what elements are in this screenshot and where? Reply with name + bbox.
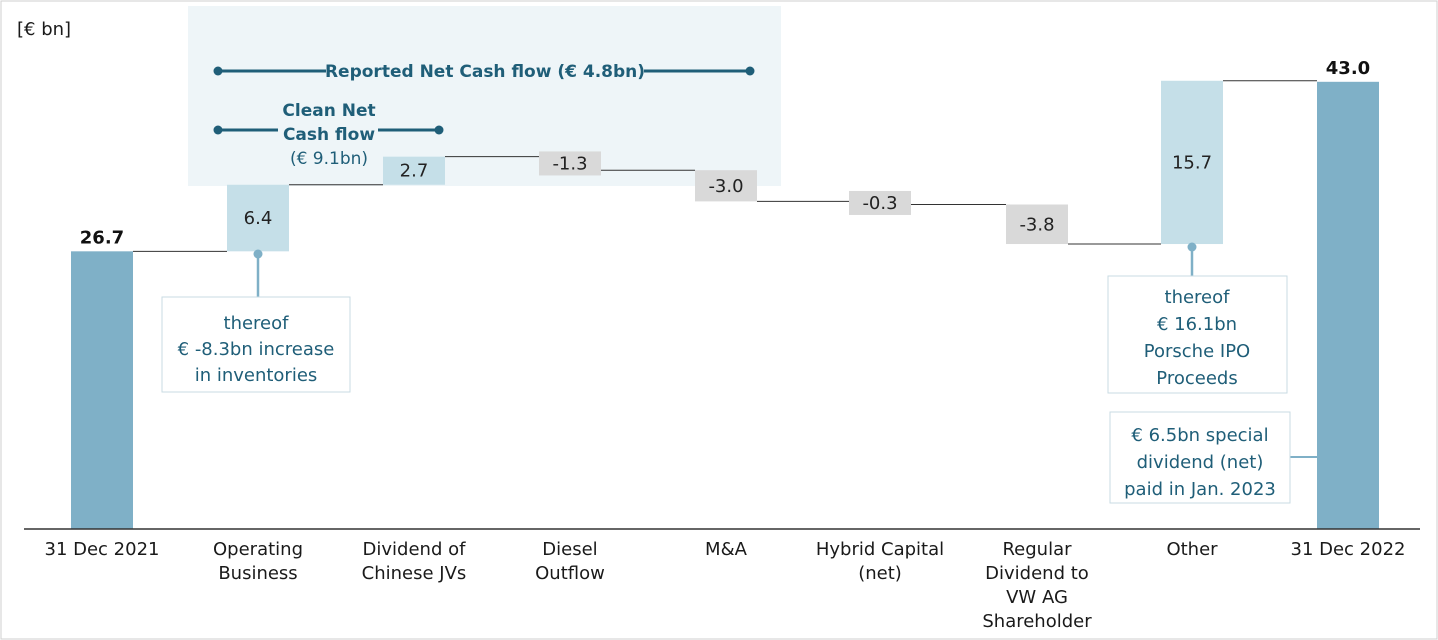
category-label-7: Other (1166, 539, 1218, 560)
category-label-line: M&A (705, 539, 748, 560)
value-label-6: -3.8 (1019, 214, 1054, 235)
category-label-1: Operating Business (213, 539, 303, 584)
bar-0 (71, 251, 133, 529)
category-label-line: Outflow (535, 563, 605, 584)
category-label-2: Dividend of Chinese JVs (362, 539, 467, 584)
value-label-8: 43.0 (1326, 58, 1370, 79)
reported-net-cash-flow-label: Reported Net Cash flow (€ 4.8bn) (325, 62, 645, 82)
annotation-anchor-dot (253, 249, 263, 259)
bracket-end-dot (745, 66, 755, 76)
bracket-label-bg (278, 98, 378, 170)
category-label-8: 31 Dec 2022 (1291, 539, 1406, 560)
category-label-6: Regular Dividend to VW AG Shareholder (982, 539, 1092, 632)
clean-net-cash-flow-value: (€ 9.1bn) (290, 149, 368, 169)
category-label-line: Shareholder (982, 611, 1092, 632)
bar-2 (383, 156, 445, 185)
annotation-box-1 (1107, 275, 1288, 394)
annotation-text-line: dividend (net) (1137, 452, 1264, 473)
bar-8 (1317, 81, 1379, 530)
clean-net-cash-flow-label-line: Clean Net (282, 101, 375, 121)
category-label-line: Dividend of (363, 539, 467, 560)
annotation-text-line: € 6.5bn special (1131, 425, 1268, 446)
value-label-7: 15.7 (1172, 152, 1212, 173)
value-label-3: -1.3 (552, 153, 587, 174)
bar-5 (849, 190, 911, 215)
annotation-box-2 (1109, 411, 1291, 504)
category-label-line: VW AG (1006, 587, 1068, 608)
annotation-text-line: € -8.3bn increase (178, 339, 335, 360)
clean-net-cash-flow-label: Clean Net Cash flow (282, 101, 375, 145)
category-label-line: 31 Dec 2022 (1291, 539, 1406, 560)
annotation-text-line: € 16.1bn (1157, 314, 1237, 335)
category-label-0: 31 Dec 2021 (45, 539, 160, 560)
bracket-end-dot (213, 125, 223, 135)
value-label-4: -3.0 (708, 176, 743, 197)
category-label-line: Operating (213, 539, 303, 560)
net-cash-flow-highlight-band (188, 6, 781, 186)
annotation-anchor-dot (1187, 242, 1197, 252)
value-label-5: -0.3 (862, 193, 897, 214)
annotation-box-0 (161, 296, 351, 393)
category-label-4: M&A (705, 539, 748, 560)
annotation-text-line: thereof (224, 313, 290, 334)
category-label-line: Hybrid Capital (816, 539, 944, 560)
category-label-3: Diesel Outflow (535, 539, 605, 584)
category-label-line: Dividend to (985, 563, 1089, 584)
category-label-line: Other (1166, 539, 1218, 560)
category-label-line: Chinese JVs (362, 563, 467, 584)
bar-6 (1006, 204, 1068, 245)
annotation-text-2: € 6.5bn special dividend (net) paid in Jan… (1124, 425, 1276, 500)
bracket-label-bg (326, 58, 644, 84)
annotation-text-line: Porsche IPO (1144, 341, 1250, 362)
category-label-line: Diesel (542, 539, 597, 560)
annotation-text-line: Proceeds (1156, 368, 1237, 389)
category-label-line: Business (218, 563, 297, 584)
annotation-text-line: thereof (1165, 287, 1231, 308)
annotation-text-line: paid in Jan. 2023 (1124, 479, 1276, 500)
bar-1 (227, 184, 289, 252)
value-label-2: 2.7 (400, 161, 429, 182)
annotation-text-0: thereof € -8.3bn increase in inventories (178, 313, 335, 386)
clean-net-cash-flow-label-line: Cash flow (283, 125, 375, 145)
category-label-line: Regular (1002, 539, 1072, 560)
annotation-text-line: in inventories (195, 365, 318, 386)
annotation-text-1: thereof € 16.1bn Porsche IPO Proceeds (1144, 287, 1250, 389)
value-label-1: 6.4 (244, 208, 273, 229)
bracket-end-dot (434, 125, 444, 135)
value-label-0: 26.7 (80, 227, 124, 248)
bar-4 (695, 170, 757, 202)
bar-7 (1161, 80, 1223, 245)
category-label-line: 31 Dec 2021 (45, 539, 160, 560)
bar-3 (539, 151, 601, 176)
category-label-5: Hybrid Capital (net) (816, 539, 944, 584)
category-label-line: (net) (858, 563, 902, 584)
bracket-end-dot (213, 66, 223, 76)
y-axis-unit-label: [€ bn] (17, 19, 71, 40)
